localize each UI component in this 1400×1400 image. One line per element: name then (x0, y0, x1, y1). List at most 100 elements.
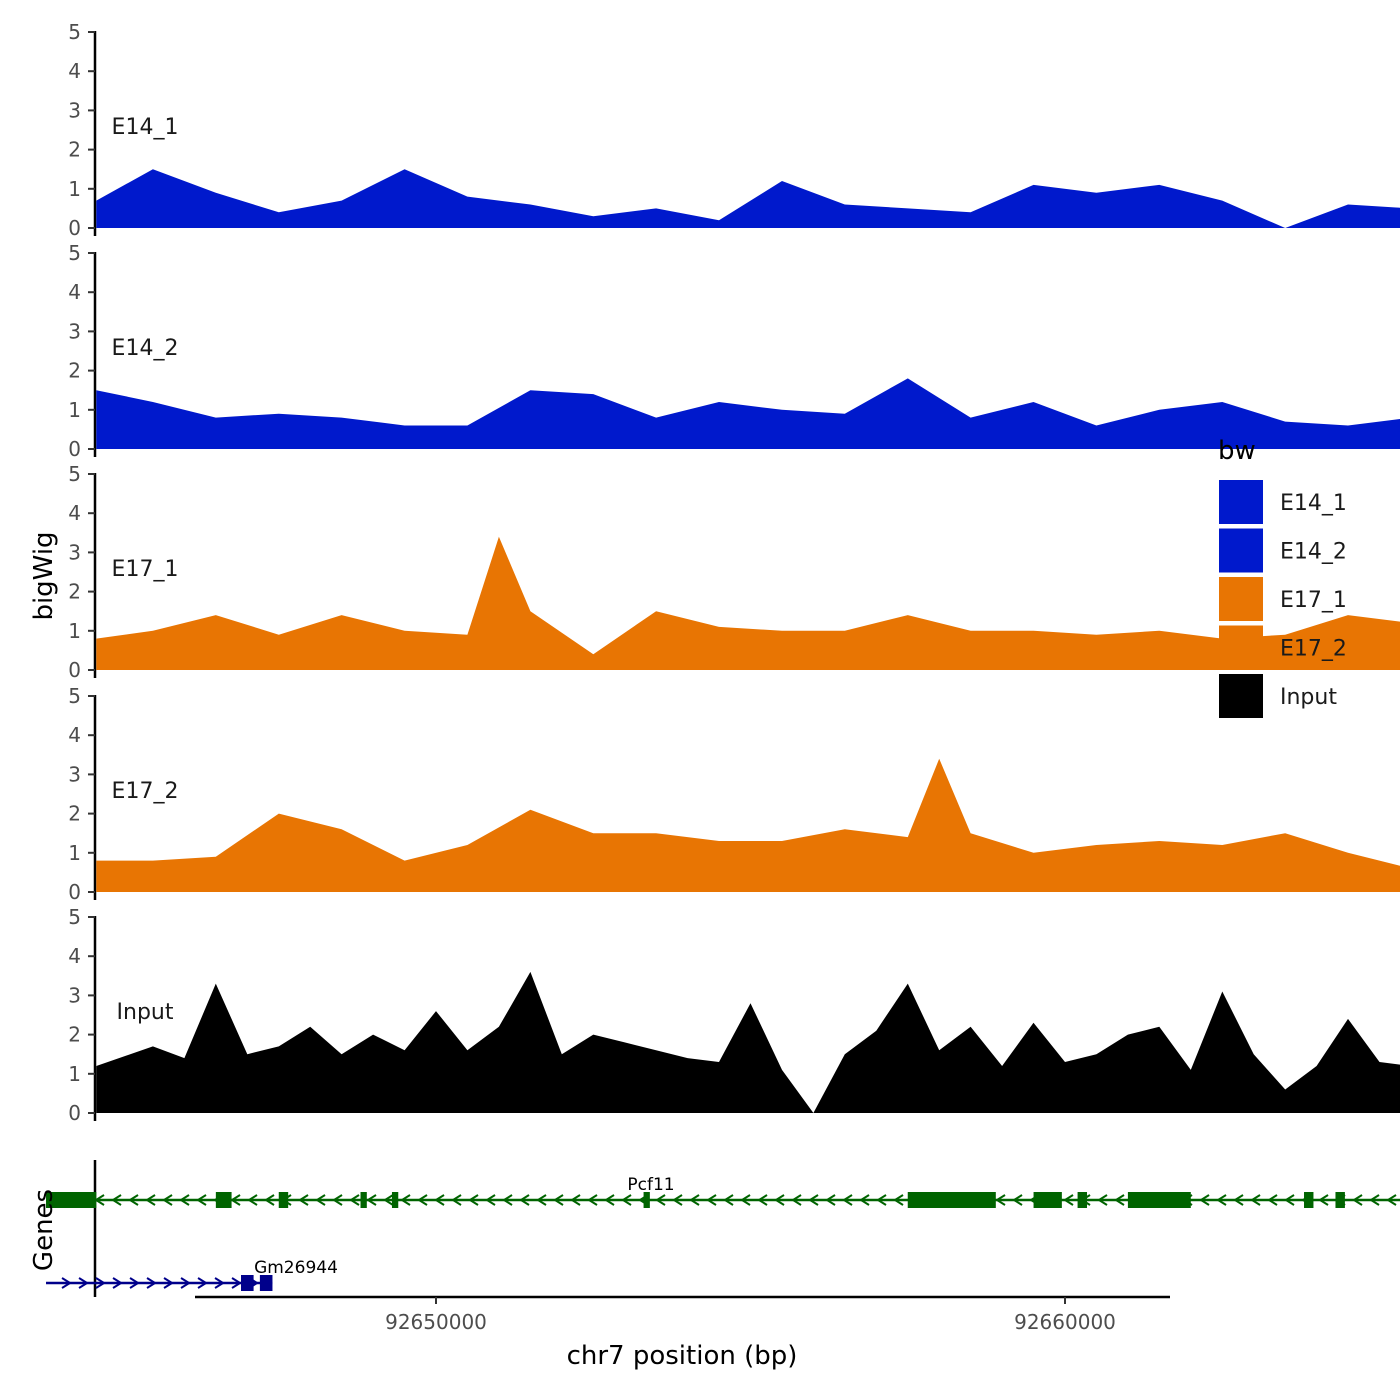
strand-arrow (163, 1277, 174, 1289)
y-tick-label: 1 (68, 1062, 81, 1086)
gene-label-Pcf11: Pcf11 (627, 1175, 674, 1195)
area-Input (96, 971, 1400, 1113)
strand-arrow (180, 1277, 191, 1289)
strand-arrow (1284, 1194, 1295, 1206)
exon (46, 1192, 97, 1208)
gene-Gm26944: Gm26944 (46, 1258, 338, 1291)
track-label-E17_1: E17_1 (112, 557, 179, 582)
legend-key-Input (1219, 674, 1263, 718)
strand-arrow (1267, 1194, 1278, 1206)
strand-arrow (179, 1194, 190, 1206)
y-tick-label: 5 (68, 684, 81, 708)
y-tick-label: 2 (68, 359, 81, 383)
strand-arrow (112, 1277, 123, 1289)
strand-arrow (1369, 1194, 1380, 1206)
track-E14_2: 0 1 2 3 4 5 E14_2 (68, 241, 1400, 461)
strand-arrow (842, 1194, 853, 1206)
strand-arrow (162, 1194, 173, 1206)
y-tick-label: 2 (68, 580, 81, 604)
track-label-E17_2: E17_2 (112, 779, 179, 804)
y-tick-label: 5 (68, 20, 81, 44)
y-tick-label: 0 (68, 1101, 81, 1125)
y-tick-label: 3 (68, 98, 81, 122)
y-tick-label: 3 (68, 540, 81, 564)
strand-arrow (111, 1194, 122, 1206)
y-tick-label: 4 (68, 723, 81, 747)
legend-key-E14_2 (1219, 528, 1263, 573)
exon (1127, 1192, 1191, 1208)
strand-arrow (808, 1194, 819, 1206)
exon (907, 1192, 996, 1208)
track-E17_2: 0 1 2 3 4 5 E17_2 (68, 684, 1400, 904)
strand-arrow (332, 1194, 343, 1206)
strand-arrow (1250, 1194, 1261, 1206)
y-tick-label: 5 (68, 905, 81, 929)
legend-label-E17_1: E17_1 (1280, 588, 1347, 613)
exon (241, 1275, 254, 1291)
strand-arrow (723, 1194, 734, 1206)
strand-arrow (315, 1194, 326, 1206)
strand-arrow (672, 1194, 683, 1206)
strand-arrow (570, 1194, 581, 1206)
strand-arrow (1386, 1194, 1397, 1206)
y-tick-label: 0 (68, 216, 81, 240)
y-tick-label: 3 (68, 762, 81, 786)
strand-arrow (485, 1194, 496, 1206)
strand-arrow (78, 1277, 89, 1289)
strand-arrow (740, 1194, 751, 1206)
strand-arrow (502, 1194, 513, 1206)
y-tick-label: 1 (68, 619, 81, 643)
genes-axis-title: Genes (29, 1189, 59, 1271)
legend: bw E14_1 E14_2 E17_1 E17_2 Input (1218, 436, 1347, 718)
y-tick-label: 1 (68, 177, 81, 201)
track-label-E14_1: E14_1 (112, 115, 179, 140)
y-tick-label: 1 (68, 841, 81, 865)
legend-label-E14_1: E14_1 (1280, 491, 1347, 516)
strand-arrow (128, 1194, 139, 1206)
strand-arrow (146, 1277, 157, 1289)
y-tick-label: 4 (68, 59, 81, 83)
exon (1077, 1192, 1088, 1208)
strand-arrow (230, 1194, 241, 1206)
exon (643, 1192, 650, 1208)
strand-arrow (129, 1277, 140, 1289)
exon (1335, 1192, 1345, 1208)
strand-arrow (621, 1194, 632, 1206)
strand-arrow (383, 1194, 394, 1206)
strand-arrow (604, 1194, 615, 1206)
legend-key-E17_2 (1219, 625, 1263, 670)
track-Input: 0 1 2 3 4 5 Input (68, 905, 1400, 1125)
strand-arrow (757, 1194, 768, 1206)
strand-arrow (366, 1194, 377, 1206)
y-tick-label: 4 (68, 944, 81, 968)
strand-arrow (893, 1194, 904, 1206)
strand-arrow (1114, 1194, 1125, 1206)
exon (1304, 1192, 1314, 1208)
area-E17_1 (96, 536, 1400, 670)
y-tick-label: 1 (68, 398, 81, 422)
genes-panel: Pcf11 Gm26944 (46, 1160, 1400, 1297)
strand-arrow (1063, 1194, 1074, 1206)
legend-key-E14_1 (1219, 480, 1263, 524)
strand-arrow (434, 1194, 445, 1206)
strand-arrow (349, 1194, 360, 1206)
area-E14_1 (96, 169, 1400, 228)
strand-arrow (145, 1194, 156, 1206)
legend-title: bw (1218, 436, 1256, 466)
x-axis-title: chr7 position (bp) (567, 1341, 798, 1371)
strand-arrow (1318, 1194, 1329, 1206)
y-tick-label: 2 (68, 1023, 81, 1047)
strand-arrow (655, 1194, 666, 1206)
strand-arrow (791, 1194, 802, 1206)
strand-arrow (1233, 1194, 1244, 1206)
exon (360, 1192, 367, 1208)
strand-arrow (417, 1194, 428, 1206)
track-label-Input: Input (117, 1000, 174, 1025)
strand-arrow (197, 1277, 208, 1289)
strand-arrow (1199, 1194, 1210, 1206)
legend-key-E17_1 (1219, 577, 1263, 621)
track-E14_1: 0 1 2 3 4 5 E14_1 (68, 20, 1400, 240)
track-E17_1: 0 1 2 3 4 5 E17_1 (68, 462, 1400, 682)
strand-arrow (214, 1277, 225, 1289)
